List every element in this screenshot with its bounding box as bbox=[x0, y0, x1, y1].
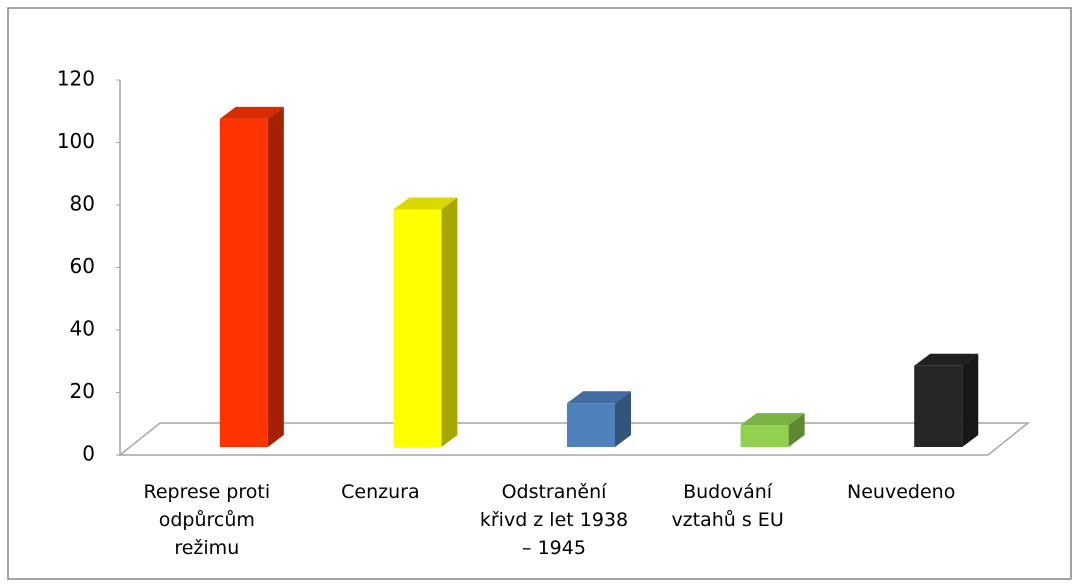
y-tick-label: 60 bbox=[70, 254, 95, 278]
bar-side-shade bbox=[441, 197, 458, 447]
bar-side bbox=[441, 197, 458, 447]
chart-border bbox=[7, 7, 1072, 580]
x-tick-label: Neuvedeno bbox=[847, 481, 956, 503]
bar-top bbox=[567, 391, 631, 404]
y-tick-label: 20 bbox=[70, 379, 95, 403]
bar-top-shade bbox=[914, 353, 979, 366]
x-tick-label: Represe proti odpůrcům režimu bbox=[143, 481, 271, 559]
bar-top bbox=[740, 413, 805, 426]
bar bbox=[914, 365, 963, 447]
bar-side-shade bbox=[788, 413, 805, 447]
bar-side bbox=[788, 413, 805, 447]
bar bbox=[219, 118, 268, 447]
bar-top-shade bbox=[393, 197, 458, 210]
x-tick-label: Cenzura bbox=[341, 481, 420, 503]
bar-top bbox=[219, 106, 284, 119]
y-tick-label: 120 bbox=[57, 67, 95, 91]
bar-top bbox=[393, 197, 458, 210]
x-tick-label: Odstranění křivd z let 1938 – 1945 bbox=[479, 481, 629, 559]
bar-side-shade bbox=[267, 106, 284, 447]
bar-side bbox=[267, 106, 284, 447]
y-tick-label: 100 bbox=[57, 129, 95, 153]
x-tick-label: Budování vztahů s EU bbox=[671, 481, 784, 531]
bar-top bbox=[914, 353, 979, 366]
bar-side-shade bbox=[615, 391, 631, 447]
bar bbox=[393, 209, 442, 447]
bar-top-shade bbox=[740, 413, 805, 426]
bar-side-shade bbox=[962, 353, 979, 447]
bar-top-shade bbox=[219, 106, 284, 119]
bar-top-shade bbox=[567, 391, 631, 404]
bar-side bbox=[615, 391, 631, 447]
y-tick-label: 0 bbox=[82, 442, 95, 466]
bar bbox=[567, 403, 615, 447]
bar-side bbox=[962, 353, 979, 447]
y-tick-label: 40 bbox=[70, 317, 95, 341]
y-tick-label: 80 bbox=[70, 192, 95, 216]
bar bbox=[740, 425, 789, 447]
